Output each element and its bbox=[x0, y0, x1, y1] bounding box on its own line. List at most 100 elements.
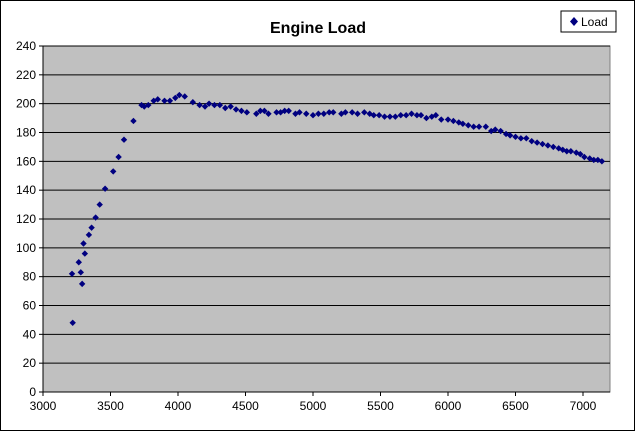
y-tick-label: 220 bbox=[16, 68, 36, 82]
y-tick-label: 80 bbox=[23, 270, 37, 284]
data-point bbox=[238, 107, 245, 115]
x-tick-label: 3500 bbox=[97, 399, 124, 413]
data-point bbox=[361, 109, 368, 116]
data-point bbox=[141, 103, 148, 110]
data-point bbox=[563, 148, 570, 155]
data-point bbox=[253, 110, 260, 117]
data-point bbox=[330, 109, 337, 116]
data-point bbox=[581, 153, 588, 161]
chart-title: Engine Load bbox=[270, 20, 366, 37]
data-point bbox=[75, 259, 82, 266]
x-tick-label: 5500 bbox=[367, 399, 394, 413]
y-tick-label: 140 bbox=[16, 183, 36, 197]
data-point bbox=[408, 110, 415, 117]
y-tick-label: 100 bbox=[16, 241, 36, 255]
data-point bbox=[273, 109, 280, 116]
data-point bbox=[354, 110, 361, 117]
data-point bbox=[539, 140, 546, 148]
data-point bbox=[348, 109, 356, 116]
y-tick-label: 120 bbox=[16, 212, 36, 226]
data-point bbox=[85, 231, 93, 239]
data-point bbox=[370, 112, 377, 119]
data-point bbox=[309, 112, 317, 119]
data-point bbox=[232, 106, 240, 113]
grid-lines bbox=[43, 45, 610, 364]
data-point bbox=[567, 148, 575, 155]
data-point bbox=[555, 145, 562, 152]
data-point bbox=[265, 110, 272, 117]
x-tick-label: 6000 bbox=[435, 399, 462, 413]
data-point bbox=[201, 103, 209, 110]
data-points bbox=[68, 91, 606, 326]
data-point bbox=[465, 122, 472, 129]
data-point bbox=[423, 114, 430, 122]
data-point bbox=[172, 94, 179, 102]
data-point bbox=[497, 127, 504, 135]
data-point bbox=[88, 224, 95, 231]
data-point bbox=[161, 97, 168, 104]
data-point bbox=[81, 250, 89, 257]
data-point bbox=[285, 107, 292, 115]
data-point bbox=[189, 99, 197, 106]
data-point bbox=[80, 240, 87, 247]
data-point bbox=[444, 116, 452, 123]
data-point bbox=[78, 280, 86, 288]
data-point bbox=[303, 110, 310, 117]
data-point bbox=[533, 139, 541, 146]
data-point bbox=[342, 109, 349, 116]
data-point bbox=[550, 143, 557, 151]
data-point bbox=[417, 112, 425, 119]
data-point bbox=[243, 109, 251, 116]
data-point bbox=[181, 93, 188, 100]
y-tick-label: 160 bbox=[16, 154, 36, 168]
data-point bbox=[120, 136, 128, 143]
x-tick-label: 3000 bbox=[30, 399, 57, 413]
data-point bbox=[145, 101, 152, 109]
y-tick-label: 0 bbox=[29, 385, 36, 399]
data-point bbox=[68, 270, 76, 277]
data-point bbox=[470, 123, 477, 130]
data-point bbox=[517, 135, 525, 142]
data-point bbox=[115, 153, 122, 161]
data-point bbox=[211, 101, 218, 109]
data-point bbox=[166, 97, 174, 104]
data-point bbox=[475, 123, 483, 130]
legend: Load bbox=[560, 10, 617, 33]
data-point bbox=[69, 319, 76, 326]
data-point bbox=[381, 113, 388, 120]
data-point bbox=[92, 214, 99, 221]
legend-box bbox=[560, 10, 617, 33]
data-point bbox=[110, 168, 117, 175]
data-point bbox=[512, 133, 519, 141]
data-point bbox=[257, 107, 264, 115]
data-point bbox=[205, 100, 213, 107]
data-point bbox=[196, 101, 203, 109]
x-axis: 3000 3500 4000 4500 5000 5500 6000 6500 7000 bbox=[30, 391, 610, 413]
data-point bbox=[222, 104, 229, 112]
y-tick-label: 20 bbox=[23, 356, 37, 370]
data-point bbox=[315, 110, 322, 117]
data-point bbox=[459, 120, 467, 128]
data-point bbox=[216, 101, 224, 109]
data-point bbox=[402, 112, 410, 119]
data-point bbox=[281, 107, 288, 115]
data-point bbox=[594, 156, 602, 164]
y-axis: 0 20 40 60 80 100 120 140 160 180 200 220 240 bbox=[16, 39, 44, 399]
data-point bbox=[482, 123, 489, 130]
data-point bbox=[528, 137, 535, 145]
data-point bbox=[577, 150, 584, 158]
data-point bbox=[154, 96, 161, 103]
x-tick-label: 7000 bbox=[570, 399, 597, 413]
data-point bbox=[544, 142, 552, 149]
data-point bbox=[227, 103, 234, 110]
data-point bbox=[590, 156, 597, 164]
data-point bbox=[438, 116, 445, 123]
data-point bbox=[130, 117, 137, 125]
y-tick-label: 60 bbox=[23, 299, 37, 313]
data-point bbox=[77, 269, 84, 276]
legend-label: Load bbox=[581, 15, 608, 29]
y-tick-label: 240 bbox=[16, 39, 36, 53]
data-point bbox=[261, 107, 268, 115]
